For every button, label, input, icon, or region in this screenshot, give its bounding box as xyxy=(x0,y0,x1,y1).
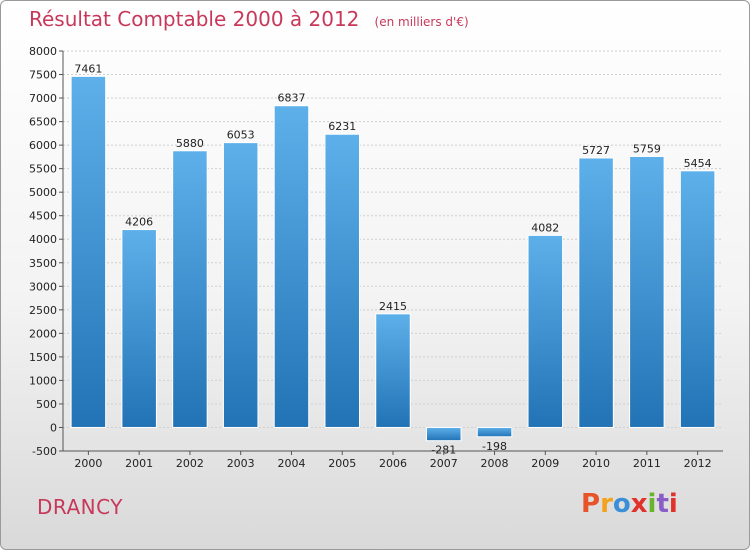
x-tick-label: 2009 xyxy=(531,457,559,470)
y-tick-label: -500 xyxy=(32,445,57,458)
y-tick-label: 7500 xyxy=(29,69,57,82)
x-axis-labels: 2000 2001 2002 2003 2004 2005 2006 2007 2008 2009… xyxy=(74,451,712,470)
proxiti-logo: Proxiti xyxy=(581,489,678,519)
bar-2004 xyxy=(273,105,310,428)
x-tick-label: 2004 xyxy=(277,457,305,470)
bar-2009 xyxy=(527,234,564,428)
bar-2011 xyxy=(629,155,665,428)
x-tick-label: 2012 xyxy=(684,457,712,470)
bar-2000 xyxy=(70,75,107,428)
data-label: 5454 xyxy=(684,157,712,170)
bar-2005 xyxy=(324,133,360,428)
x-tick-label: 2002 xyxy=(176,457,204,470)
bar-2002 xyxy=(172,150,208,428)
y-tick-label: 7000 xyxy=(29,92,57,105)
y-tick-label: 0 xyxy=(50,421,57,434)
logo-letter: i xyxy=(668,489,678,519)
y-tick-label: 3000 xyxy=(29,280,57,293)
data-label: -281 xyxy=(431,444,456,457)
chart-subtitle: (en milliers d'€) xyxy=(374,15,469,29)
x-tick-label: 2007 xyxy=(430,457,458,470)
x-tick-label: 2003 xyxy=(227,457,255,470)
data-label: 7461 xyxy=(74,62,102,75)
y-tick-label: 4000 xyxy=(29,233,57,246)
data-label: 2415 xyxy=(379,300,407,313)
data-label: 5759 xyxy=(633,142,661,155)
data-label: 4082 xyxy=(531,221,559,234)
logo-letter: i xyxy=(647,489,657,519)
data-label: -198 xyxy=(482,440,507,453)
y-tick-label: 2000 xyxy=(29,327,57,340)
x-tick-label: 2006 xyxy=(379,457,407,470)
data-label: 4206 xyxy=(125,216,153,229)
bar-2008 xyxy=(476,426,513,438)
bar-2007 xyxy=(426,426,462,442)
bar-2012 xyxy=(679,170,716,428)
data-label: 6837 xyxy=(277,92,305,105)
bar-2010 xyxy=(578,157,614,428)
y-tick-label: 2500 xyxy=(29,304,57,317)
data-label: 6231 xyxy=(328,120,356,133)
x-tick-label: 2010 xyxy=(582,457,610,470)
data-label: 6053 xyxy=(227,129,255,142)
x-tick-label: 2005 xyxy=(328,457,356,470)
bar-2003 xyxy=(222,142,259,428)
logo-letter: x xyxy=(630,489,648,519)
logo-letter: r xyxy=(600,489,613,519)
x-tick-label: 2011 xyxy=(633,457,661,470)
y-tick-label: 6500 xyxy=(29,116,57,129)
y-tick-label: 1500 xyxy=(29,351,57,364)
y-axis-ticks: -500 0 500 1000 1500 2000 2500 3000 3500 4000 4500… xyxy=(29,45,723,458)
y-tick-label: 3500 xyxy=(29,257,57,270)
y-tick-label: 6000 xyxy=(29,139,57,152)
x-tick-label: 2000 xyxy=(74,457,102,470)
y-tick-label: 8000 xyxy=(29,45,57,58)
logo-letter: P xyxy=(581,489,601,519)
bar-2001 xyxy=(121,229,157,428)
data-label: 5880 xyxy=(176,137,204,150)
logo-letter: t xyxy=(656,489,669,519)
x-tick-label: 2001 xyxy=(125,457,153,470)
bar-2006 xyxy=(375,313,411,428)
y-tick-label: 5000 xyxy=(29,186,57,199)
x-tick-label: 2008 xyxy=(481,457,509,470)
y-tick-label: 5500 xyxy=(29,163,57,176)
y-tick-label: 500 xyxy=(36,398,57,411)
bars: 7461 4206 5880 6053 6837 6231 2415 -281 -198 4082… xyxy=(70,62,716,457)
logo-letter: o xyxy=(612,489,631,519)
y-tick-label: 1000 xyxy=(29,374,57,387)
city-name: DRANCY xyxy=(37,495,123,519)
chart-title: Résultat Comptable 2000 à 2012 xyxy=(29,7,360,31)
title-row: Résultat Comptable 2000 à 2012 (en milli… xyxy=(29,7,469,31)
y-tick-label: 4500 xyxy=(29,210,57,223)
data-label: 5727 xyxy=(582,144,610,157)
